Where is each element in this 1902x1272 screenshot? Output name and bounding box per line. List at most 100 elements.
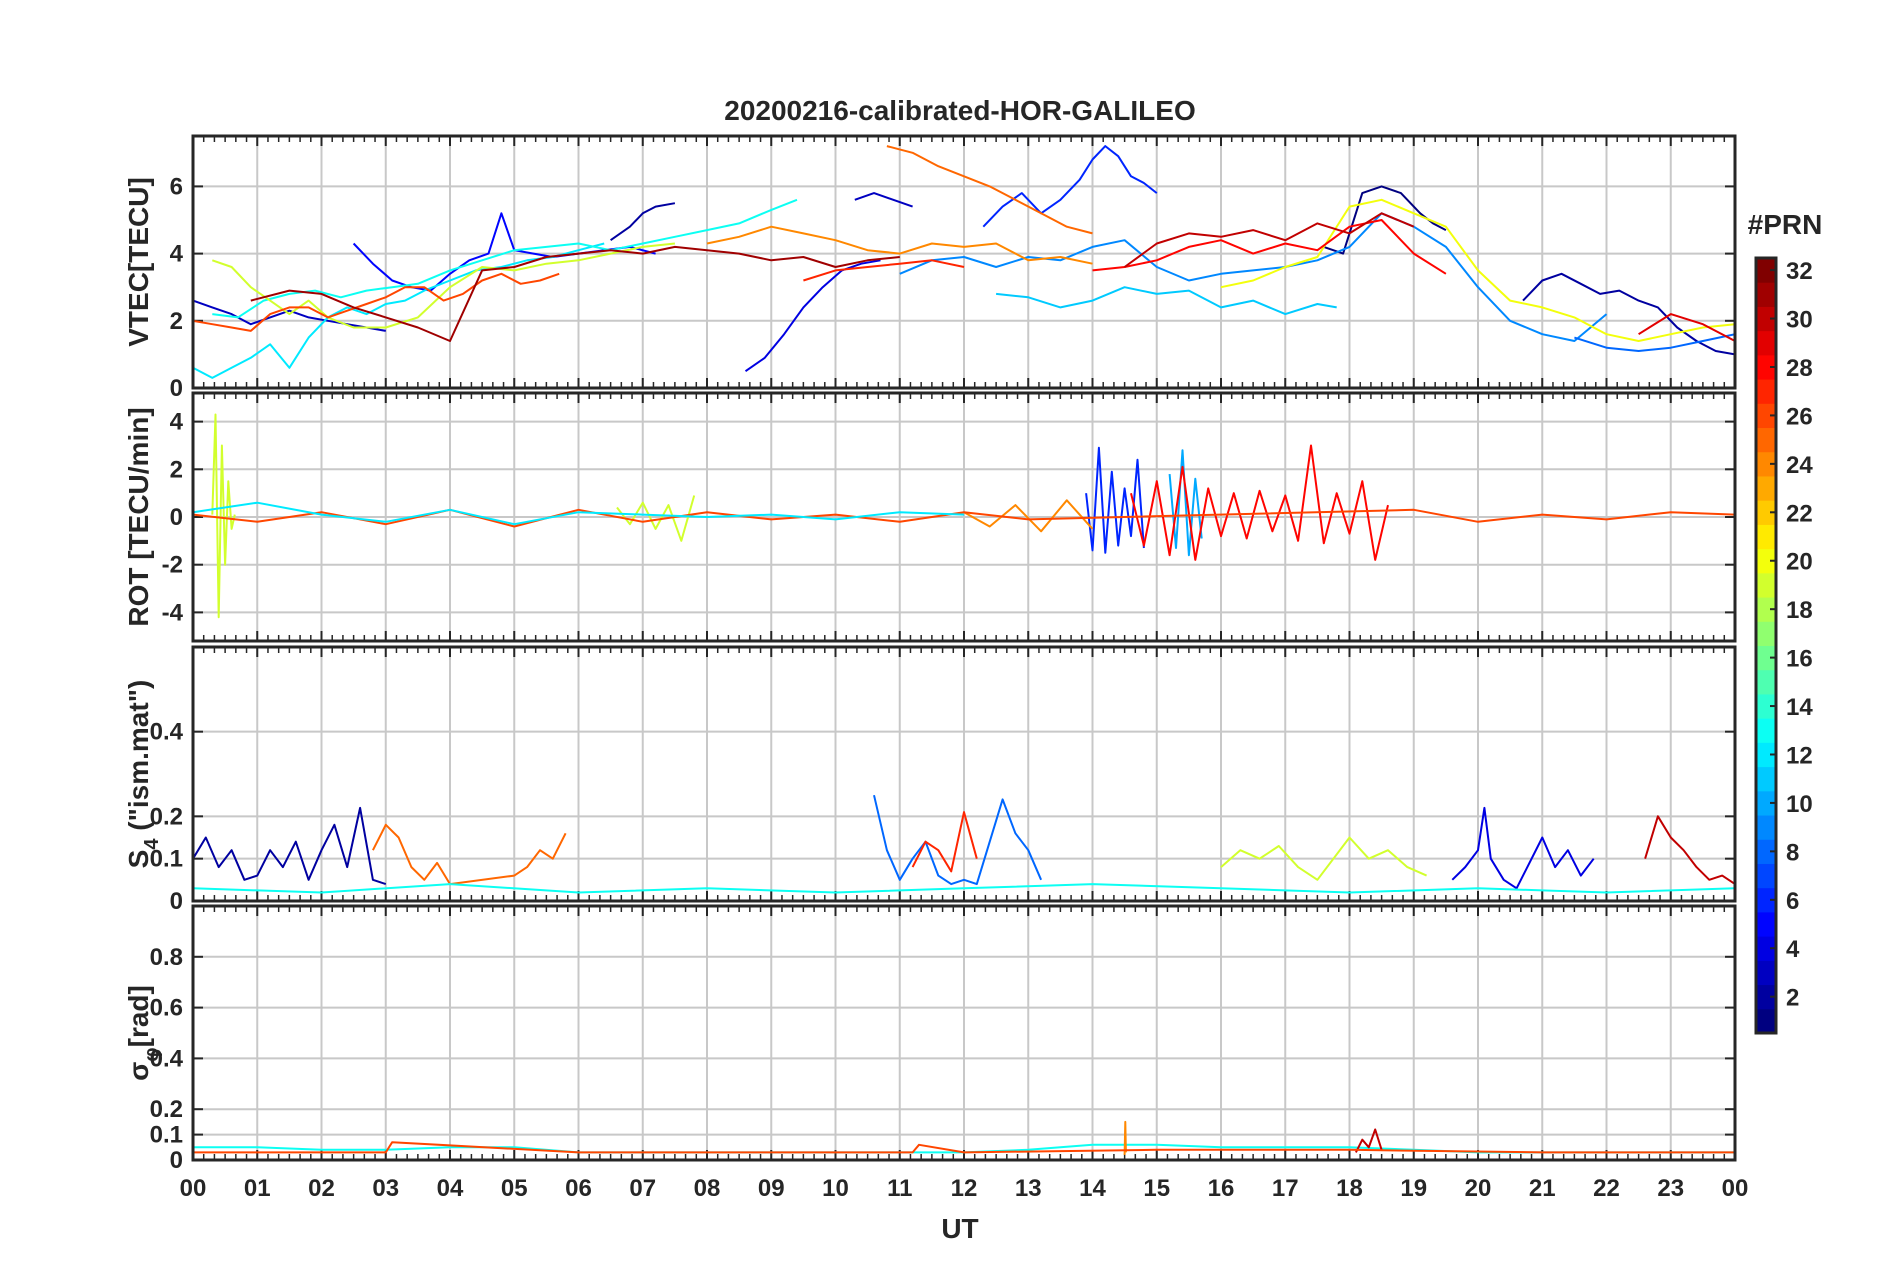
series-line-prn-9 xyxy=(899,212,1608,342)
colorbar-swatch xyxy=(1756,669,1776,695)
y-tick-label: 0.6 xyxy=(150,995,183,1022)
y-tick-label: 0.2 xyxy=(150,1096,183,1123)
series-line-prn-25 xyxy=(372,823,567,886)
colorbar-tick-label: 12 xyxy=(1786,742,1813,769)
series-line-prn-27 xyxy=(911,811,978,873)
x-tick-label: 06 xyxy=(565,1175,592,1202)
y-axis-label: ROT [TECU/min] xyxy=(123,407,154,626)
series-line-prn-13 xyxy=(193,883,1735,894)
series-line-prn-26 xyxy=(193,1141,1735,1154)
series-line-prn-11 xyxy=(995,286,1337,316)
series-line-prn-30 xyxy=(1644,815,1735,885)
colorbar-swatch xyxy=(1756,548,1776,574)
x-tick-label: 00 xyxy=(1722,1175,1749,1202)
series-line-prn-30 xyxy=(1124,212,1415,268)
colorbar-swatch xyxy=(1756,475,1776,501)
y-tick-label: 0.2 xyxy=(150,803,183,830)
series-line-prn-25 xyxy=(886,145,1093,235)
series-line-prn-27 xyxy=(803,259,965,282)
y-tick-label: -2 xyxy=(162,552,183,579)
panel-sigma: 0.8 0.6 0.4 0.20.10 σφ[rad] xyxy=(123,904,1737,1174)
colorbar-label: #PRN xyxy=(1748,209,1823,240)
x-tick-label: 23 xyxy=(1657,1175,1684,1202)
colorbar-swatch xyxy=(1756,597,1776,622)
x-tick-label: 05 xyxy=(501,1175,528,1202)
panel-s4: 0.4 0.2 0.1 0 S4 ("ism.mat") xyxy=(123,645,1737,915)
x-tick-label: 21 xyxy=(1529,1175,1556,1202)
colorbar-swatch xyxy=(1756,379,1776,404)
series-line-prn-24 xyxy=(1123,1120,1127,1155)
y-tick-label: 4 xyxy=(170,241,184,268)
y-axis-label: σφ[rad] xyxy=(123,985,163,1081)
series-line-prn-24 xyxy=(963,499,1094,533)
y-tick-label: 0 xyxy=(170,504,183,531)
y-tick-label: 0 xyxy=(170,888,183,915)
series-line-prn-8 xyxy=(873,794,1043,886)
colorbar-swatch xyxy=(1756,282,1776,307)
colorbar-tick-label: 28 xyxy=(1786,355,1813,382)
x-tick-label: 17 xyxy=(1272,1175,1299,1202)
series-line-prn-31 xyxy=(250,245,900,342)
x-tick-label: 22 xyxy=(1593,1175,1620,1202)
y-tick-label: 4 xyxy=(170,409,184,436)
x-tick-label: 04 xyxy=(437,1175,464,1202)
colorbar-tick-label: 24 xyxy=(1786,452,1813,479)
x-tick-label: 14 xyxy=(1079,1175,1106,1202)
colorbar-swatch xyxy=(1756,911,1776,937)
series-line-prn-12 xyxy=(193,242,605,379)
colorbar-tick-label: 22 xyxy=(1786,500,1813,527)
axes-box xyxy=(191,645,1737,903)
colorbar-tick-label: 32 xyxy=(1786,258,1813,285)
colorbar-swatch xyxy=(1756,403,1776,429)
panel-rot: 4 2 0 -2 -4 ROT [TECU/min] xyxy=(123,391,1737,643)
series-line-prn-13 xyxy=(212,198,798,319)
x-tick-label: 18 xyxy=(1336,1175,1363,1202)
colorbar-tick-label: 18 xyxy=(1786,597,1813,624)
series-line-prn-24 xyxy=(706,225,1093,265)
axes-box xyxy=(191,391,1737,643)
colorbar-swatch xyxy=(1756,718,1776,743)
colorbar-tick-label: 20 xyxy=(1786,549,1813,576)
colorbar-swatch xyxy=(1756,863,1776,889)
colorbar-tick-label: 30 xyxy=(1786,307,1813,334)
colorbar-swatch xyxy=(1756,693,1776,719)
colorbar-tick-label: 14 xyxy=(1786,694,1813,721)
x-tick-label: 11 xyxy=(887,1175,912,1202)
series-line-prn-3 xyxy=(193,299,386,332)
x-axis-label: UT xyxy=(941,1213,978,1244)
series-line-prn-12 xyxy=(193,501,965,526)
series-line-prn-28 xyxy=(1092,219,1447,275)
series-line-prn-30 xyxy=(1355,1128,1383,1153)
colorbar-swatch xyxy=(1756,572,1776,598)
x-tick-label: 15 xyxy=(1143,1175,1170,1202)
colorbar-swatch xyxy=(1756,258,1776,283)
series-line-prn-6 xyxy=(1085,446,1145,554)
x-tick-label: 19 xyxy=(1400,1175,1427,1202)
series-line-prn-19 xyxy=(1220,836,1428,881)
colorbar-frame xyxy=(1754,256,1778,1035)
colorbar-swatch xyxy=(1756,330,1776,356)
colorbar-swatch xyxy=(1756,306,1776,332)
series-group xyxy=(193,1120,1735,1155)
x-tick-label: 08 xyxy=(694,1175,721,1202)
colorbar-swatch xyxy=(1756,451,1776,477)
colorbar-swatch xyxy=(1756,354,1776,380)
series-line-prn-20 xyxy=(1220,198,1735,342)
x-tick-label: 09 xyxy=(758,1175,785,1202)
axes-box xyxy=(191,134,1737,390)
x-tick-label: 16 xyxy=(1208,1175,1235,1202)
chart-title: 20200216-calibrated-HOR-GALILEO xyxy=(724,95,1196,126)
colorbar-swatch xyxy=(1756,524,1776,550)
colorbar-swatch xyxy=(1756,960,1776,986)
series-line-prn-10 xyxy=(1168,449,1203,557)
colorbar-swatch xyxy=(1756,887,1776,913)
y-tick-label: 0.1 xyxy=(150,846,183,873)
x-tick-label: 03 xyxy=(372,1175,399,1202)
series-line-prn-29 xyxy=(1638,313,1735,342)
series-line-prn-4 xyxy=(744,259,881,373)
series-line-prn-4 xyxy=(1451,806,1595,890)
y-tick-label: 6 xyxy=(170,173,183,200)
y-tick-label: 2 xyxy=(170,308,183,335)
